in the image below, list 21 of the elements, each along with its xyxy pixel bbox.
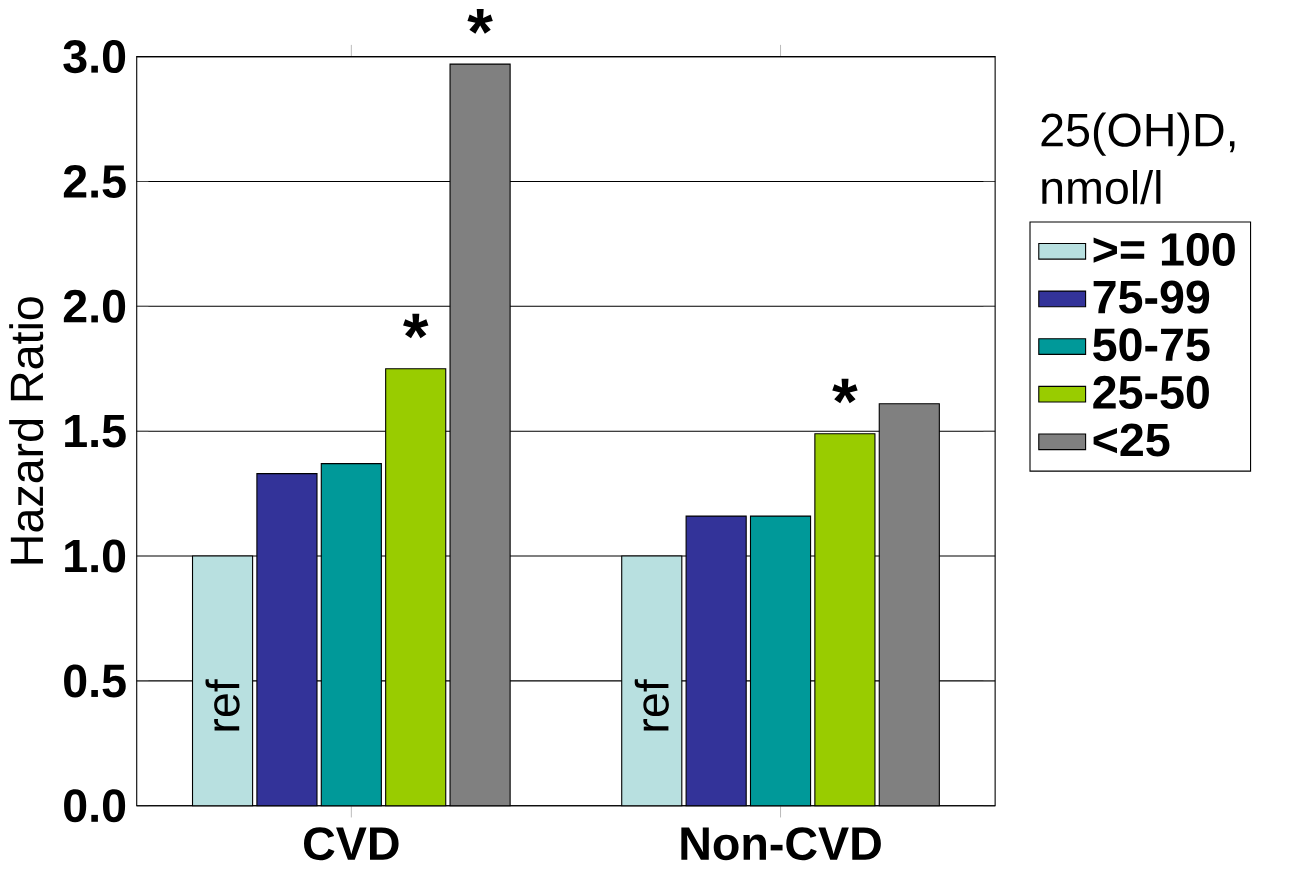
x-tick-label: Non-CVD bbox=[681, 827, 881, 861]
annotation: * bbox=[832, 378, 858, 404]
annotation: * bbox=[403, 313, 429, 339]
legend-label: 50-75 bbox=[1093, 328, 1210, 362]
text: * bbox=[467, 8, 493, 34]
x-tick-label: CVD bbox=[304, 827, 399, 861]
legend-title: 25(OH)D, nmol/l bbox=[1041, 112, 1235, 205]
y-tick-label: 0.0 bbox=[64, 789, 126, 823]
y-tick-label: 1.0 bbox=[65, 539, 126, 573]
y-tick-label: 2.5 bbox=[63, 164, 126, 198]
y-tick-label: 2.0 bbox=[63, 289, 126, 323]
data-label: ref bbox=[205, 679, 240, 731]
legend-label: 75-99 bbox=[1093, 280, 1210, 314]
y-tick-label: 0.5 bbox=[64, 664, 126, 698]
legend-label: <25 bbox=[1093, 423, 1170, 457]
y-tick-label: 3.0 bbox=[63, 39, 126, 73]
legend-label: 25-50 bbox=[1093, 375, 1209, 409]
data-label: ref bbox=[634, 679, 669, 731]
y-tick-label: 1.5 bbox=[65, 414, 126, 448]
legend-label: >= 100 bbox=[1093, 232, 1235, 266]
y-axis-title: Hazard Ratio bbox=[9, 297, 44, 564]
